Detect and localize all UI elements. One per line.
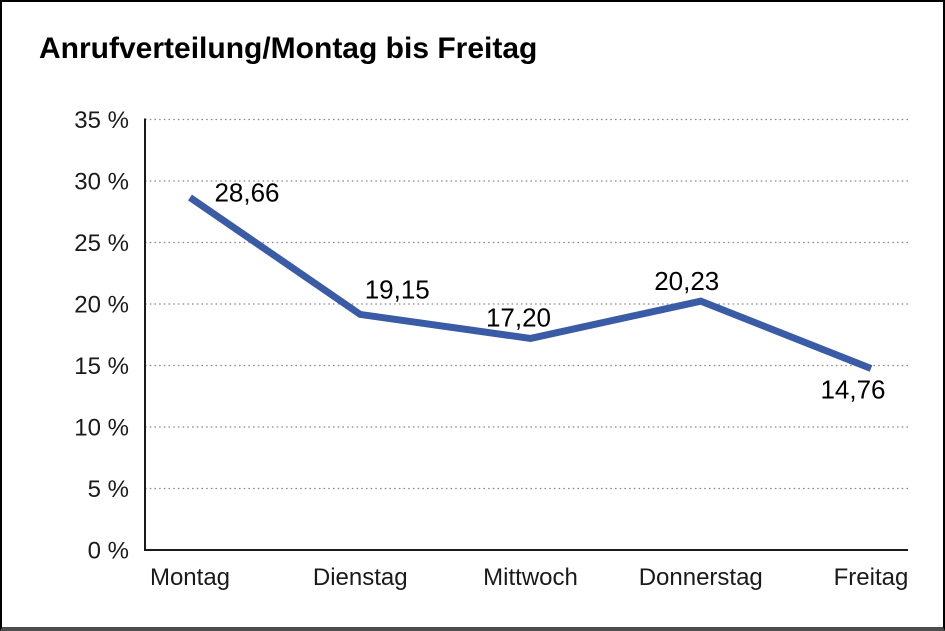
data-label: 17,20 (486, 302, 551, 332)
y-tick-label: 25 % (74, 230, 129, 257)
data-label: 14,76 (820, 374, 885, 404)
x-category-label: Donnerstag (639, 564, 763, 591)
y-tick-label: 10 % (74, 415, 129, 442)
y-tick-label: 5 % (88, 476, 129, 503)
x-category-label: Mittwoch (483, 564, 578, 591)
data-label: 19,15 (365, 274, 430, 304)
series-line (188, 194, 873, 372)
chart-title: Anrufverteilung/Montag bis Freitag (39, 32, 538, 65)
data-label: 28,66 (214, 177, 279, 207)
x-category-label: Montag (150, 564, 230, 591)
y-tick-label: 15 % (74, 353, 129, 380)
x-category-label: Freitag (834, 564, 909, 591)
y-tick-label: 0 % (88, 538, 129, 565)
y-tick-label: 20 % (74, 292, 129, 319)
y-tick-label: 35 % (74, 107, 129, 134)
data-label: 20,23 (654, 266, 719, 296)
x-category-label: Dienstag (313, 564, 408, 591)
y-tick-label: 30 % (74, 169, 129, 196)
